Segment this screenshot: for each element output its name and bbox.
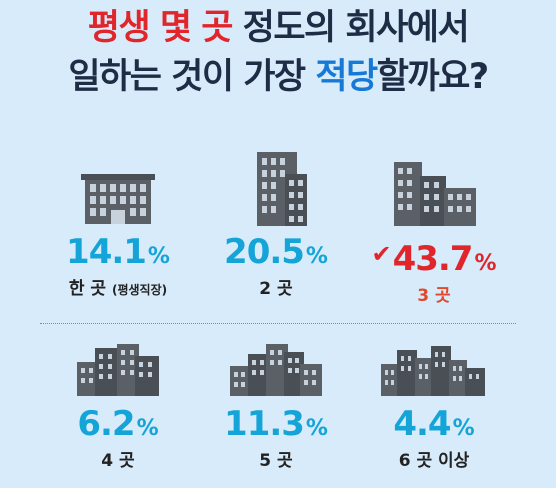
headline-line-1: 평생 몇 곳 정도의 회사에서 xyxy=(0,6,556,50)
five-buildings-icon xyxy=(230,344,322,396)
six-buildings-icon xyxy=(381,346,485,396)
option-label: 2 곳 xyxy=(259,279,293,299)
percent-value: 14.1% xyxy=(66,232,170,272)
option-card-6: 4.4% 6 곳 이상 xyxy=(354,340,514,473)
option-card-3: ✔43.7% 3 곳 xyxy=(354,156,514,308)
headline-highlight-blue: 적당 xyxy=(315,57,378,97)
dotted-divider xyxy=(40,323,516,324)
option-label: 5 곳 xyxy=(259,451,293,471)
three-buildings-icon xyxy=(394,162,476,226)
checkmark-icon: ✔ xyxy=(371,240,391,268)
percent-value: 4.4% xyxy=(393,404,475,444)
percent-value-selected: ✔43.7% xyxy=(371,239,497,279)
option-card-5: 11.3% 5 곳 xyxy=(196,340,356,473)
option-label: 한 곳 (평생직장) xyxy=(68,279,168,299)
option-label: 6 곳 이상 xyxy=(398,451,470,471)
headline-text: 정도의 회사에서 xyxy=(231,8,470,48)
percent-value: 6.2% xyxy=(77,404,159,444)
percent-value: 11.3% xyxy=(224,404,328,444)
option-label: 4 곳 xyxy=(101,451,135,471)
headline-highlight-red: 평생 몇 곳 xyxy=(87,8,234,48)
headline-text: 할까요? xyxy=(376,57,489,97)
option-card-2: 20.5% 2 곳 xyxy=(196,148,356,301)
four-buildings-icon xyxy=(77,344,159,396)
tall-building-icon xyxy=(257,152,307,226)
headline-text: 일하는 것이 가장 xyxy=(68,57,316,97)
option-card-1: 14.1% 한 곳 (평생직장) xyxy=(38,172,198,302)
option-card-4: 6.2% 4 곳 xyxy=(38,340,198,473)
headline-line-2: 일하는 것이 가장 적당할까요? xyxy=(0,55,556,99)
low-building-icon xyxy=(81,174,155,224)
option-label-selected: 3 곳 xyxy=(417,286,451,306)
percent-value: 20.5% xyxy=(224,232,328,272)
